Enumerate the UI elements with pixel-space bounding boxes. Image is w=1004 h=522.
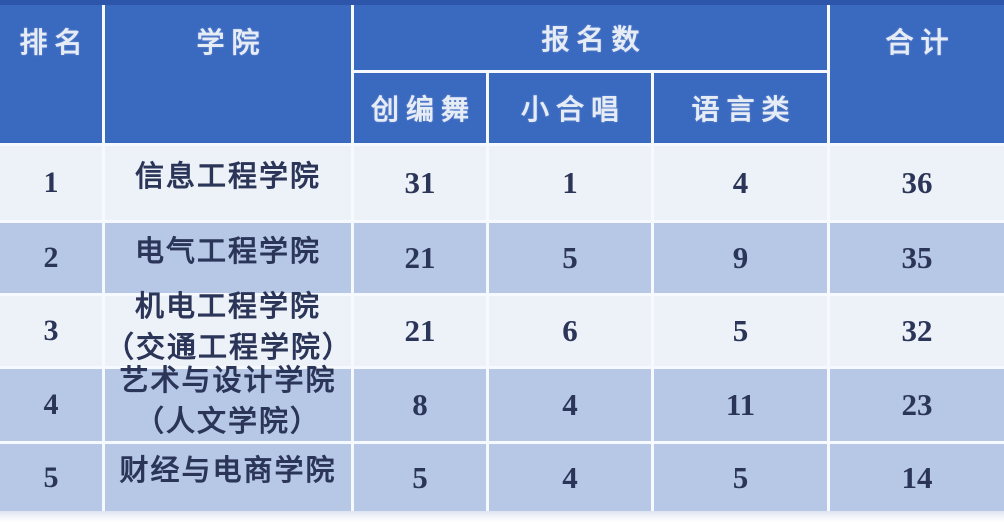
total-cell: 35	[830, 223, 1004, 293]
language-count-cell: 11	[654, 369, 827, 441]
rank-cell: 5	[0, 444, 102, 511]
header-sub-chorus: 小合唱	[489, 73, 651, 143]
college-name: 财经与电商学院	[119, 455, 337, 487]
table-grid: 排名 学院 报名数 合计 创编舞 小合唱 语言类 1 信息工程学院 31 1 4…	[0, 0, 1004, 511]
dance-count-cell: 5	[354, 444, 486, 511]
college-name: 信息工程学院	[134, 160, 321, 193]
header-college: 学院	[105, 5, 351, 143]
rank-cell: 3	[0, 296, 102, 366]
rank-cell: 4	[0, 369, 102, 441]
dance-count-cell: 8	[354, 369, 486, 441]
chorus-count-cell: 1	[489, 146, 651, 220]
college-note: （交通工程学院）	[105, 332, 354, 364]
total-cell: 23	[830, 369, 1004, 441]
rank-cell: 2	[0, 223, 102, 293]
total-cell: 36	[830, 146, 1004, 220]
header-sub-dance: 创编舞	[354, 73, 486, 143]
college-name: 机电工程学院	[134, 291, 321, 323]
header-total: 合计	[830, 5, 1004, 143]
header-sub-language: 语言类	[654, 73, 827, 143]
college-cell: 信息工程学院	[105, 146, 351, 220]
language-count-cell: 5	[654, 444, 827, 511]
header-rank: 排名	[0, 5, 102, 143]
college-cell: 电气工程学院	[105, 223, 351, 293]
chorus-count-cell: 5	[489, 223, 651, 293]
chorus-count-cell: 4	[489, 369, 651, 441]
language-count-cell: 4	[654, 146, 827, 220]
college-cell: 机电工程学院 （交通工程学院）	[105, 291, 351, 366]
dance-count-cell: 21	[354, 296, 486, 366]
college-name: 艺术与设计学院	[119, 365, 337, 397]
table-bottom-edge	[0, 511, 1004, 522]
college-name: 电气工程学院	[134, 235, 321, 268]
rank-cell: 1	[0, 146, 102, 220]
header-signup-group: 报名数	[354, 5, 827, 70]
total-cell: 32	[830, 296, 1004, 366]
college-cell: 艺术与设计学院 （人文学院）	[105, 365, 351, 441]
total-cell: 14	[830, 444, 1004, 511]
language-count-cell: 9	[654, 223, 827, 293]
language-count-cell: 5	[654, 296, 827, 366]
chorus-count-cell: 6	[489, 296, 651, 366]
college-cell: 财经与电商学院	[105, 444, 351, 511]
college-note: （人文学院）	[134, 406, 321, 438]
dance-count-cell: 21	[354, 223, 486, 293]
dance-count-cell: 31	[354, 146, 486, 220]
chorus-count-cell: 4	[489, 444, 651, 511]
